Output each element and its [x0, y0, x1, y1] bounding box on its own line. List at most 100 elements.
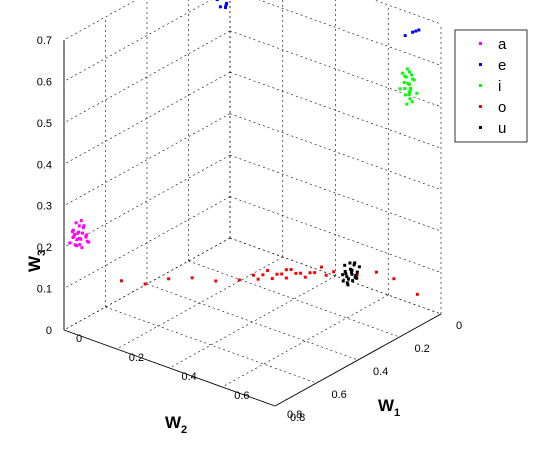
point-a — [68, 241, 72, 245]
point-o — [294, 271, 298, 275]
point-o — [375, 270, 378, 274]
point-o — [284, 268, 288, 272]
point-i — [406, 81, 410, 85]
floor-gridline — [169, 275, 336, 369]
point-a — [71, 229, 74, 233]
wall-gridline — [229, 113, 442, 190]
legend-box — [454, 29, 528, 143]
w1-axis-label: W1 — [378, 396, 400, 419]
w1-tick-label: 0.2 — [129, 352, 144, 364]
point-u — [343, 270, 347, 273]
legend-label-e: e — [498, 57, 506, 74]
point-o — [252, 273, 255, 277]
w2-tick-label: 0.6 — [332, 389, 347, 401]
legend-item-a: a — [479, 36, 507, 53]
point-i — [408, 97, 412, 101]
point-e — [403, 34, 407, 38]
point-o — [275, 272, 279, 276]
point-i — [407, 93, 411, 97]
w2-tick-label: 0.4 — [373, 366, 388, 378]
w3-tick-label: 0.7 — [37, 35, 52, 47]
point-i — [415, 91, 419, 95]
point-a — [82, 224, 86, 228]
point-a — [74, 221, 78, 225]
floor-gridline — [116, 256, 283, 350]
point-a — [84, 235, 88, 239]
wall-gridline — [63, 72, 231, 165]
legend: a e i o u — [454, 29, 528, 143]
legend-marker-e — [479, 63, 482, 66]
w3-tick-label: 0 — [46, 325, 52, 337]
point-a — [81, 226, 85, 230]
point-u — [352, 263, 356, 267]
w1-tick-label: 0.6 — [234, 390, 249, 402]
floor-gridline — [105, 306, 317, 384]
point-i — [408, 89, 412, 92]
legend-marker-a — [479, 42, 482, 45]
point-o — [303, 275, 307, 279]
point-o — [190, 276, 194, 280]
point-o — [415, 292, 419, 296]
point-u — [346, 283, 350, 287]
wall-gridline — [229, 196, 442, 273]
point-u — [350, 270, 353, 274]
legend-label-u: u — [498, 120, 506, 137]
point-u — [357, 265, 361, 269]
point-a — [79, 219, 83, 223]
floor-gridline — [222, 294, 389, 388]
floor-gridline — [146, 283, 359, 361]
wall-gridline — [229, 72, 442, 149]
point-o — [270, 277, 274, 281]
legend-item-e: e — [479, 57, 506, 74]
point-a — [85, 233, 89, 237]
w3-tick-label: 0.4 — [37, 159, 52, 171]
point-e — [224, 3, 228, 7]
point-e — [411, 30, 415, 34]
w2-tick-label: 0.2 — [415, 343, 430, 355]
point-u — [355, 270, 359, 274]
point-o — [299, 271, 303, 275]
point-u — [348, 261, 352, 265]
w2-tick-label: 0.8 — [290, 412, 305, 424]
w3-tick-label: 0.5 — [37, 118, 52, 130]
point-a — [78, 243, 82, 247]
point-i — [410, 100, 414, 104]
point-e — [218, 5, 222, 9]
point-o — [167, 277, 171, 281]
point-u — [343, 263, 347, 267]
point-o — [261, 273, 265, 277]
legend-marker-o — [479, 105, 482, 108]
wall-gridline — [63, 196, 231, 289]
point-i — [398, 87, 402, 91]
legend-label-i: i — [498, 78, 501, 95]
point-o — [266, 269, 270, 272]
w1-tick-label: 0.4 — [182, 371, 197, 383]
point-a — [75, 244, 79, 248]
w3-axis-label: W3 — [25, 250, 48, 272]
point-e — [224, 6, 227, 9]
point-o — [392, 277, 396, 281]
point-u — [345, 281, 349, 285]
point-e — [417, 28, 421, 32]
wall-gridline — [258, 0, 442, 66]
w2-axis-label: W2 — [165, 413, 187, 436]
point-i — [403, 87, 407, 91]
wall-gridline — [63, 0, 212, 82]
point-i — [409, 87, 413, 90]
point-i — [411, 77, 415, 81]
point-a — [79, 237, 83, 241]
point-u — [350, 268, 354, 272]
point-i — [402, 80, 406, 84]
w3-tick-label: 0.2 — [37, 242, 52, 254]
legend-item-u: u — [479, 120, 506, 137]
point-i — [410, 73, 414, 77]
point-u — [346, 277, 350, 281]
point-i — [408, 70, 411, 74]
w2-tick-label: 0 — [456, 320, 462, 332]
point-o — [308, 271, 312, 275]
point-a — [80, 246, 84, 250]
point-o — [214, 279, 218, 283]
point-o — [332, 270, 336, 274]
point-o — [313, 271, 317, 275]
point-a — [71, 236, 75, 240]
